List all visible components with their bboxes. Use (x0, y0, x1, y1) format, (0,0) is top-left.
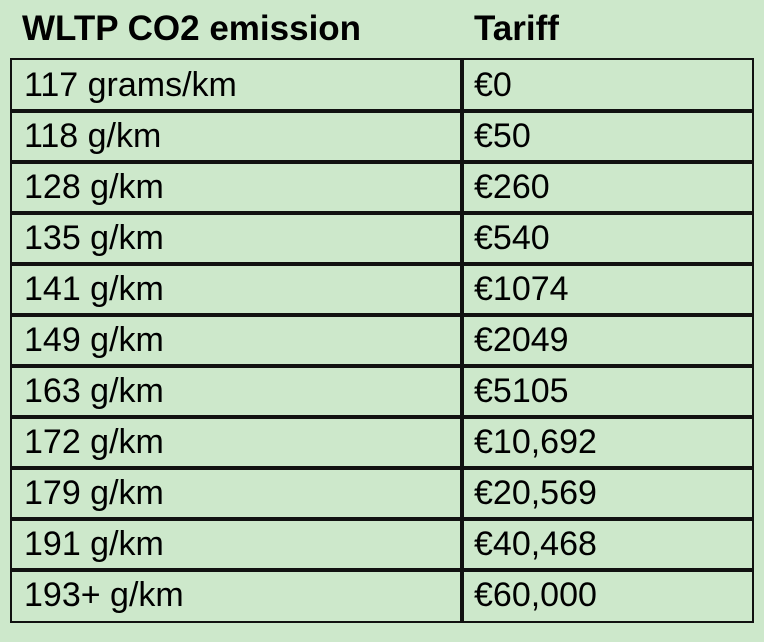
table-cell: €20,569 (460, 466, 754, 521)
table-cell: €2049 (460, 313, 754, 368)
table-cell: 128 g/km (10, 160, 464, 215)
table-cell: 172 g/km (10, 415, 464, 470)
table-cell: 117 grams/km (10, 58, 464, 113)
header-cell: WLTP CO2 emission (22, 9, 362, 48)
header-cell: Tariff (474, 9, 559, 48)
table-cell: €40,468 (460, 517, 754, 572)
table-cell: 135 g/km (10, 211, 464, 266)
table-cell: 193+ g/km (10, 568, 464, 623)
table-cell: €260 (460, 160, 754, 215)
table-cell: €0 (460, 58, 754, 113)
table-cell: 118 g/km (10, 109, 464, 164)
table-cell: 179 g/km (10, 466, 464, 521)
table-cell: €540 (460, 211, 754, 266)
table-cell: €50 (460, 109, 754, 164)
table-cell: 149 g/km (10, 313, 464, 368)
table-cell: 141 g/km (10, 262, 464, 317)
table-cell: €5105 (460, 364, 754, 419)
table-cell: €1074 (460, 262, 754, 317)
table-cell: 163 g/km (10, 364, 464, 419)
table-cell: 191 g/km (10, 517, 464, 572)
table-cell: €10,692 (460, 415, 754, 470)
table-cell: €60,000 (460, 568, 754, 623)
